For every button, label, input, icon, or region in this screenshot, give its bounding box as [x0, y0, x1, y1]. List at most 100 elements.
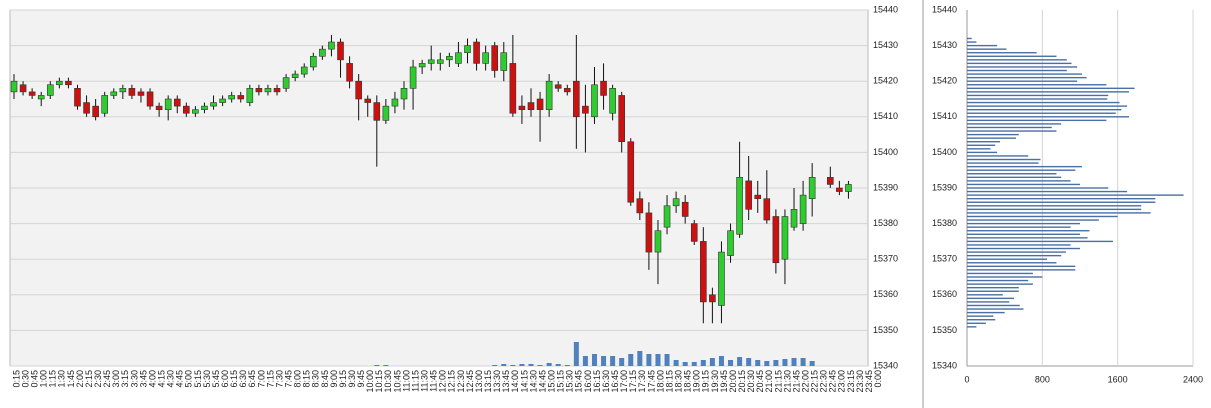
x-tick-label: 22:00: [800, 370, 810, 393]
x-tick-label: 13:00: [474, 370, 484, 393]
x-tick-label: 6:00: [220, 370, 230, 388]
x-tick-label: 5:45: [211, 370, 221, 388]
x-tick-label: 15:15: [556, 370, 566, 393]
x-tick-label: 20:00: [728, 370, 738, 393]
y-tick-label: 15350: [873, 325, 898, 335]
x-tick-label: 20:45: [755, 370, 765, 393]
x-tick-label: 7:45: [283, 370, 293, 388]
y-tick-label: 15400: [932, 147, 957, 157]
x-tick-label: 17:15: [628, 370, 638, 393]
x-tick-label: 22:30: [819, 370, 829, 393]
x-tick-label: 3:45: [138, 370, 148, 388]
x-tick-label: 18:45: [683, 370, 693, 393]
y-tick-label: 15380: [932, 218, 957, 228]
y-tick-label: 15400: [873, 147, 898, 157]
profile-bar: [967, 222, 1080, 225]
profile-bar: [967, 180, 1071, 182]
candle-body: [291, 73, 299, 78]
candle-body: [146, 91, 154, 107]
candle-body: [563, 88, 571, 93]
candle-body: [582, 105, 589, 114]
profile-bar: [967, 130, 1057, 132]
x-tick-label: 9:00: [329, 370, 339, 388]
volume-bar: [374, 365, 380, 366]
profile-bar: [967, 162, 1039, 164]
volume-bar: [700, 360, 706, 366]
x-tick-label: 8:00: [293, 370, 303, 388]
profile-bar: [967, 258, 1048, 260]
y-tick-label: 15430: [932, 40, 957, 50]
x-tick-label: 5:30: [202, 370, 212, 388]
volume-bar: [519, 364, 525, 366]
candle-body: [709, 294, 716, 303]
y-tick-label: 15390: [932, 182, 957, 192]
profile-bar: [967, 226, 1071, 228]
candle-body: [763, 198, 771, 221]
candle-body: [808, 177, 816, 199]
candle-body: [310, 55, 317, 68]
profile-bar: [967, 190, 1128, 193]
x-tick-label: 21:30: [782, 370, 792, 393]
candle-body: [228, 95, 235, 100]
volume-bar: [809, 361, 815, 366]
candle-body: [845, 184, 852, 192]
x-tick-label: 18:15: [664, 370, 674, 393]
profile-bar: [967, 141, 1000, 143]
candle-body: [527, 102, 535, 110]
candle-body: [119, 88, 127, 93]
x-tick-label: 4:15: [156, 370, 166, 388]
candle-body: [591, 84, 598, 118]
volume-bar: [564, 365, 570, 366]
profile-bar: [967, 197, 1156, 200]
profile-bar: [967, 173, 1057, 175]
profile-bar: [967, 144, 996, 146]
profile-bar: [967, 308, 1024, 310]
candle-body: [337, 41, 344, 61]
profile-bar: [967, 265, 1076, 268]
profile-bar: [967, 205, 1142, 207]
y-tick-label: 15370: [932, 254, 957, 264]
profile-bar: [967, 272, 1033, 275]
x-tick-label: 23:00: [837, 370, 847, 393]
candle-body: [681, 201, 689, 217]
x-tick-label: 0:30: [20, 370, 30, 388]
x-tick-label: 15:45: [574, 370, 584, 393]
profile-bar: [967, 183, 1080, 186]
candle-body: [446, 55, 453, 61]
x-tick-label: 14:30: [528, 370, 538, 393]
profile-bar: [967, 230, 1090, 232]
profile-bar: [967, 105, 1128, 107]
profile-bar: [967, 48, 1007, 50]
x-tick-label: 17:45: [646, 370, 656, 393]
x-tick-label: 16:30: [601, 370, 611, 393]
candle-body: [382, 105, 390, 121]
candle-body: [37, 95, 45, 100]
x-tick-label: 12:00: [438, 370, 448, 393]
x-tick-label: 6:30: [238, 370, 248, 388]
x-tick-label: 21:45: [791, 370, 801, 393]
candle-body: [201, 105, 208, 110]
candle-body: [627, 141, 635, 203]
y-tick-label: 15340: [932, 360, 957, 370]
y-tick-label: 15390: [873, 182, 898, 192]
candle-body: [137, 91, 145, 96]
volume-bar: [728, 360, 734, 366]
volume-bar: [800, 358, 806, 366]
profile-bar: [967, 59, 1067, 61]
volume-bar: [773, 360, 779, 366]
x-tick-label: 8:15: [302, 370, 312, 388]
volume-bar: [619, 358, 625, 366]
candle-body: [418, 63, 426, 68]
x-tick-label: 7:00: [256, 370, 266, 388]
x-tick-label: 18:00: [655, 370, 665, 393]
candle-body: [545, 80, 553, 110]
candle-body: [346, 63, 353, 82]
candle-body: [536, 98, 544, 110]
profile-bar: [967, 212, 1151, 214]
y-tick-label: 15360: [932, 289, 957, 299]
profile-bar: [967, 247, 1080, 250]
volume-bar: [691, 362, 697, 366]
candle-body: [255, 88, 263, 93]
profile-bar: [967, 319, 996, 321]
